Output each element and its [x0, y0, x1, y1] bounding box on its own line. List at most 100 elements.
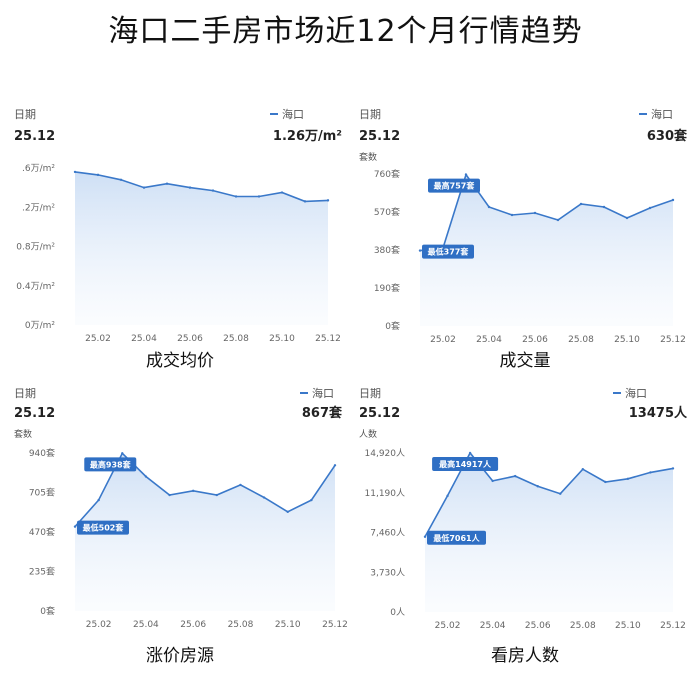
- y-tick-label: 940套: [29, 447, 55, 459]
- data-point: [536, 485, 539, 488]
- data-point: [310, 498, 313, 502]
- current-value: 1.26万/m²: [273, 129, 342, 144]
- y-tick-label: 470套: [29, 526, 55, 538]
- chart-panel-avg-price: 日期 25.12 海口 1.26万/m² .6万/m² .2万/m² 0.8万/m² 0.4万…: [10, 98, 345, 378]
- data-point: [286, 510, 289, 514]
- date-value: 25.12: [14, 406, 55, 421]
- data-point: [602, 205, 606, 209]
- data-point: [121, 452, 124, 455]
- series-line: [74, 171, 329, 203]
- y-tick-label: 7,460人: [370, 528, 405, 539]
- x-tick-label: 25.02: [86, 620, 112, 630]
- data-point: [188, 186, 192, 189]
- data-point: [215, 493, 219, 497]
- chart-panel-price-rise: 日期 25.12 海口 867套 套数 940套 705套 470套 235套 0套 25.02 25…: [10, 385, 348, 670]
- data-point: [144, 475, 148, 478]
- series-area: [420, 174, 673, 326]
- data-point: [326, 199, 330, 202]
- y-tick-label: 3,730人: [370, 567, 405, 578]
- x-tick-label: 25.10: [615, 621, 641, 631]
- page-title: 海口二手房市场近12个月行情趋势: [108, 14, 583, 49]
- x-tick-label: 25.10: [614, 335, 640, 345]
- flag-box: [84, 457, 137, 472]
- min-flag: 最低502套: [77, 520, 129, 535]
- data-point: [280, 191, 284, 194]
- data-point: [468, 451, 472, 455]
- data-point: [579, 202, 583, 206]
- y-tick-label: 0套: [40, 605, 55, 617]
- date-label: 日期: [14, 387, 36, 400]
- data-point: [556, 218, 560, 222]
- flag-box: [432, 457, 499, 472]
- data-point: [510, 213, 514, 217]
- y-tick-label: 14,920人: [365, 448, 406, 459]
- x-tick-label: 25.08: [568, 335, 594, 345]
- data-point: [559, 492, 562, 495]
- min-flag: 最低7061人: [427, 530, 486, 545]
- y-tick-label: 0套: [385, 320, 400, 332]
- chart-panel-viewers: 日期 25.12 海口 13475人 人数 14,920人 11,190人 7,460人 3,7…: [355, 385, 691, 670]
- chart-caption: 看房人数: [491, 646, 559, 666]
- x-tick-label: 25.02: [430, 335, 456, 345]
- max-flag: 最高14917人: [432, 457, 499, 472]
- y-tick-label: .2万/m²: [22, 203, 55, 213]
- data-point: [581, 467, 585, 471]
- legend-label: 海口: [312, 386, 334, 400]
- x-tick-label: 25.08: [570, 621, 596, 631]
- date-label: 日期: [14, 108, 36, 121]
- flag-box: [427, 530, 486, 545]
- date-value: 25.12: [14, 129, 55, 144]
- data-point: [625, 216, 629, 220]
- y-tick-label: 0.8万/m²: [16, 243, 55, 253]
- chart-caption: 涨价房源: [146, 646, 214, 666]
- x-tick-label: 25.06: [177, 334, 203, 344]
- flag-label: 最高938套: [90, 459, 132, 469]
- flag-label: 最低7061人: [433, 533, 480, 543]
- data-point: [73, 170, 77, 174]
- x-tick-label: 25.04: [131, 334, 157, 344]
- y-tick-label: 705套: [29, 487, 55, 499]
- y-unit-label: 套数: [359, 151, 377, 163]
- flag-label: 最低377套: [428, 247, 470, 257]
- y-tick-label: 235套: [29, 566, 55, 578]
- data-point: [648, 206, 652, 210]
- data-point: [423, 535, 427, 538]
- data-point: [73, 525, 77, 528]
- data-point: [97, 498, 100, 502]
- flag-box: [77, 520, 129, 535]
- max-flag: 最高938套: [84, 457, 137, 472]
- x-tick-label: 25.12: [322, 620, 348, 630]
- data-point: [234, 195, 238, 198]
- min-flag: 最低377套: [422, 244, 474, 259]
- data-point: [418, 249, 422, 252]
- x-tick-label: 25.06: [522, 335, 548, 345]
- data-point: [604, 480, 607, 484]
- flag-label: 最高757套: [434, 181, 476, 191]
- x-tick-label: 25.04: [133, 620, 159, 630]
- data-point: [211, 189, 215, 192]
- data-point: [487, 205, 491, 209]
- chart-panel-volume: 日期 25.12 海口 630套 套数 760套 570套 380套 190套 0套 25.02 25…: [355, 98, 691, 378]
- legend-label: 海口: [651, 107, 673, 121]
- chart-caption: 成交均价: [146, 351, 214, 371]
- series-area: [75, 453, 335, 611]
- chart-caption: 成交量: [499, 351, 551, 371]
- y-unit-label: 套数: [14, 428, 32, 440]
- date-value: 25.12: [359, 406, 400, 421]
- data-point: [257, 195, 261, 198]
- data-point: [119, 178, 123, 181]
- data-point: [446, 494, 449, 498]
- y-tick-label: 11,190人: [365, 488, 406, 499]
- data-point: [96, 173, 100, 177]
- flag-label: 最高14917人: [439, 459, 492, 469]
- y-tick-label: 190套: [374, 282, 400, 294]
- x-tick-label: 25.12: [660, 621, 686, 631]
- data-point: [671, 467, 675, 470]
- data-point: [239, 483, 242, 487]
- y-tick-label: 0万/m²: [25, 321, 56, 331]
- data-point: [262, 496, 266, 499]
- data-point: [649, 471, 652, 474]
- flag-box: [422, 244, 474, 259]
